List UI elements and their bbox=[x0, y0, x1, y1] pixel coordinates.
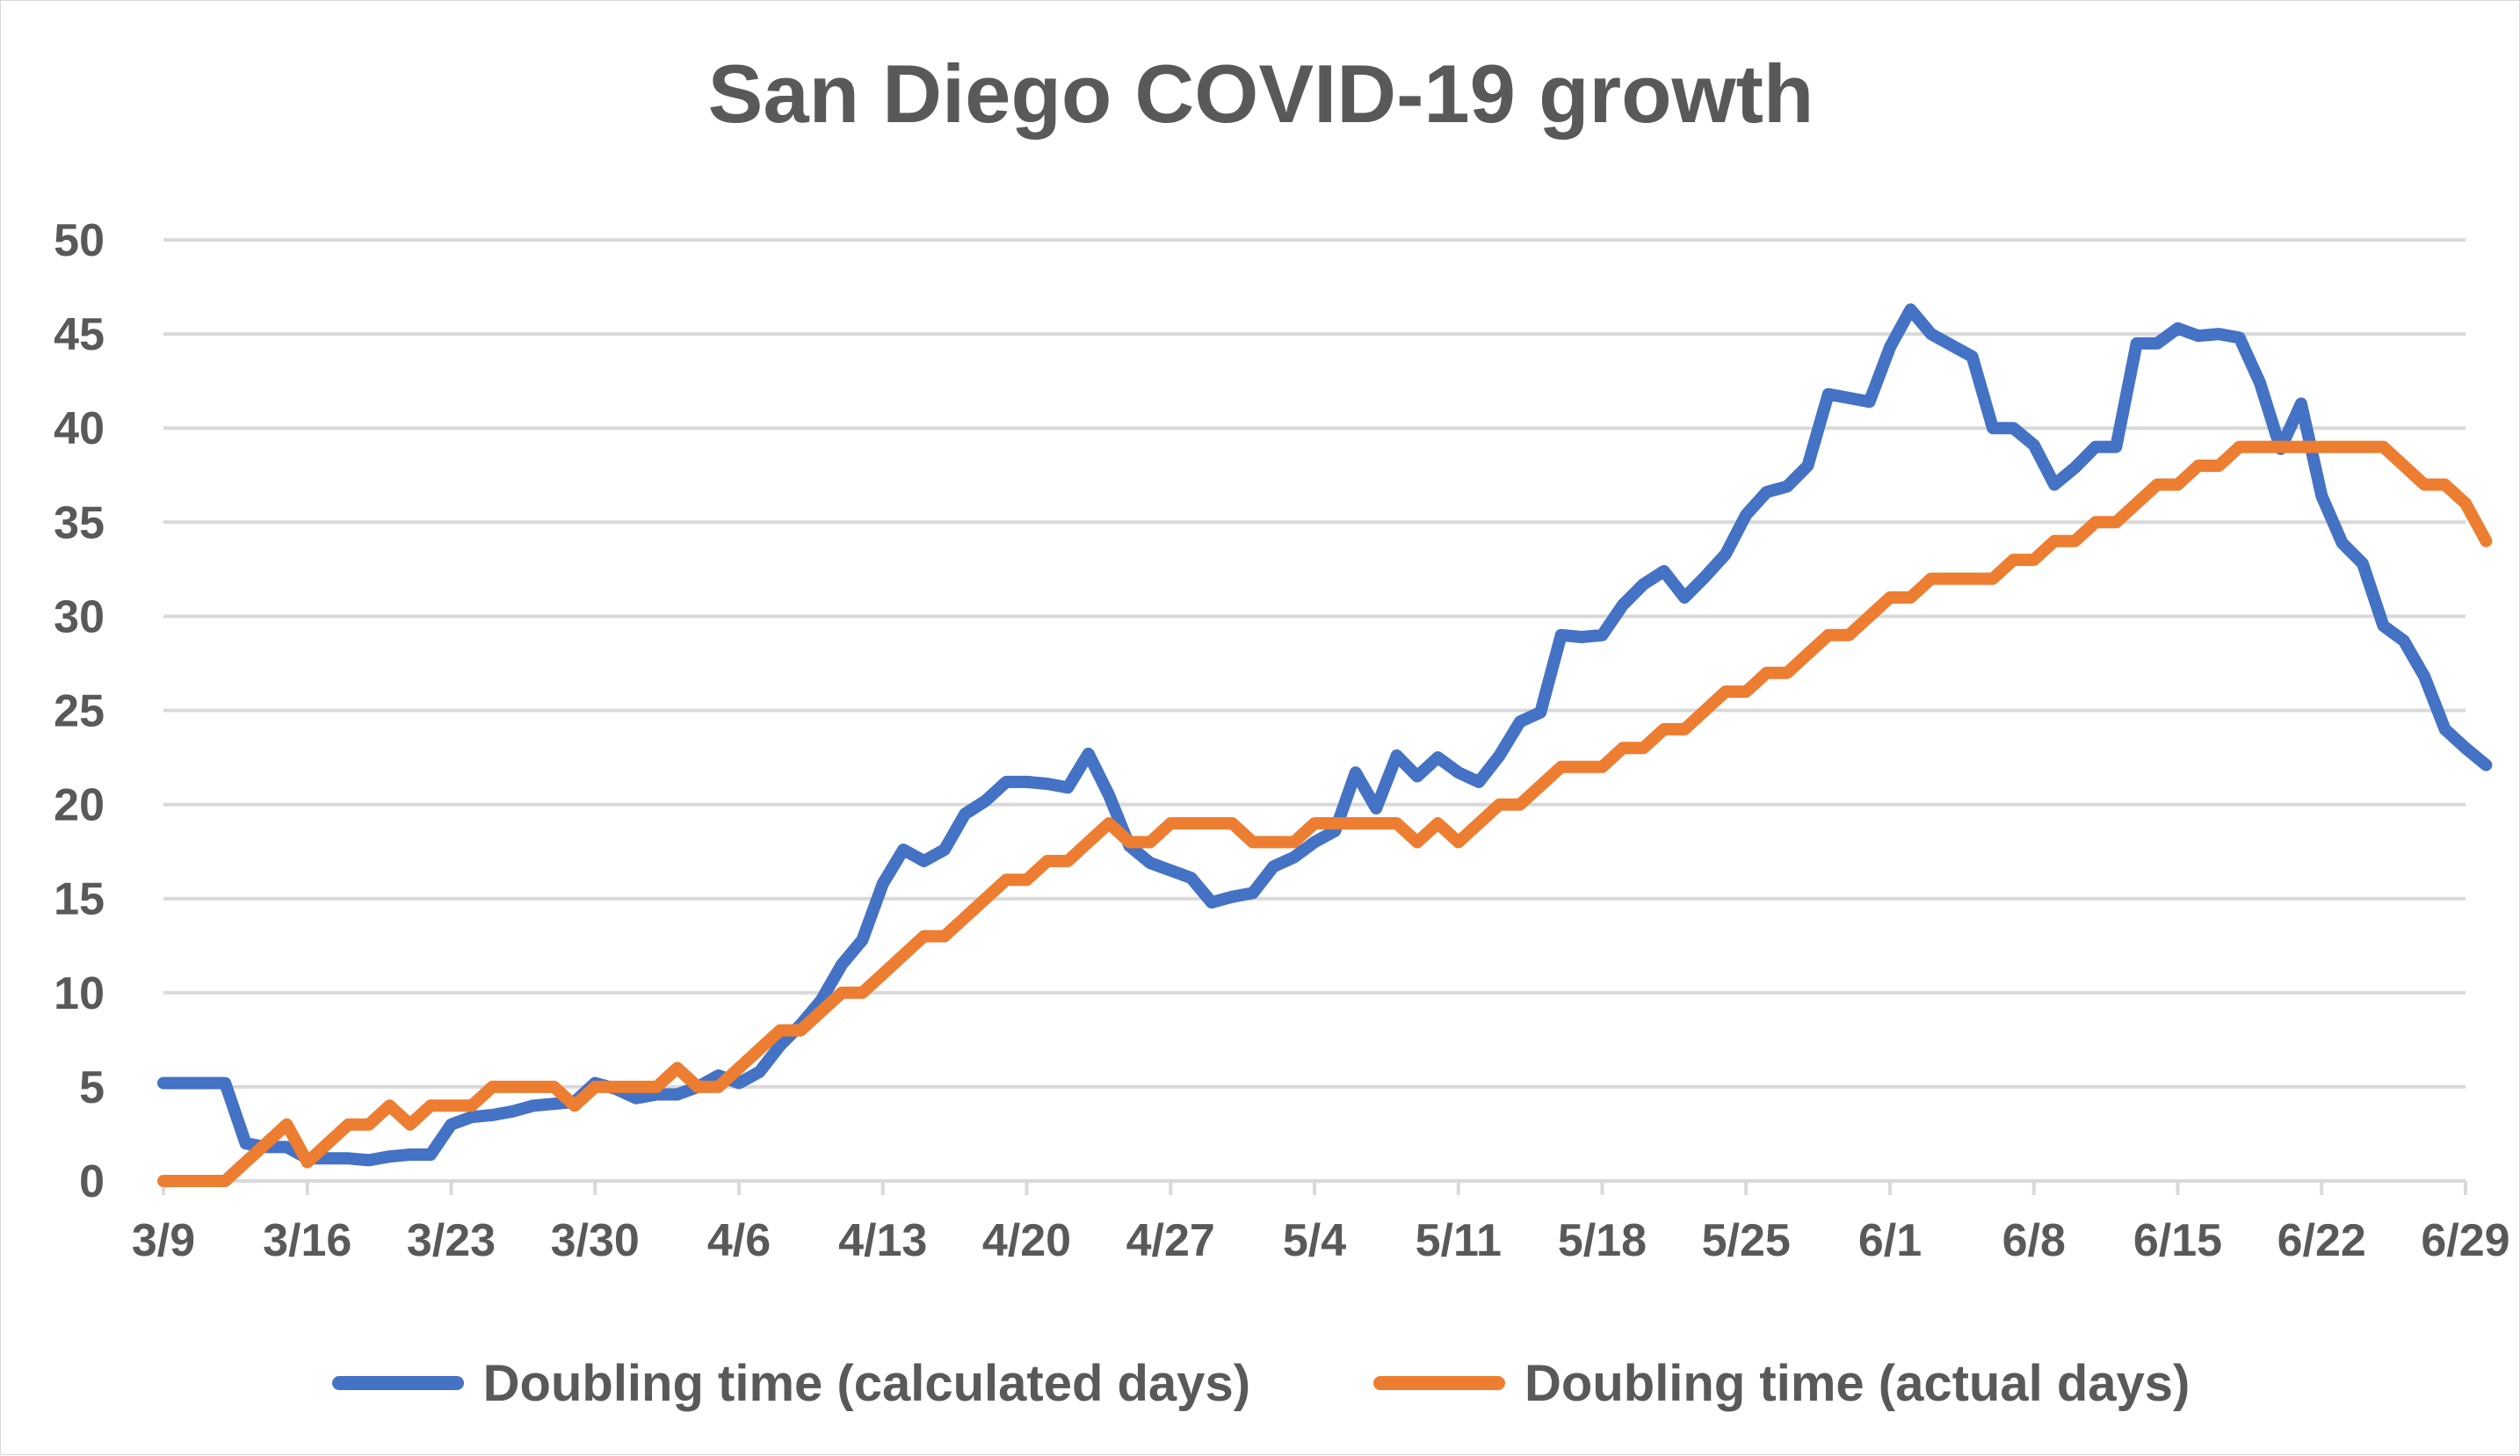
x-tick-label: 4/27 bbox=[1126, 1215, 1215, 1266]
legend-swatch bbox=[1373, 1376, 1506, 1390]
x-tick-label: 3/30 bbox=[551, 1215, 640, 1266]
y-tick-label: 40 bbox=[54, 403, 105, 454]
x-tick-label: 5/4 bbox=[1283, 1215, 1346, 1266]
y-tick-label: 25 bbox=[54, 686, 105, 737]
legend-swatch bbox=[331, 1376, 464, 1390]
legend-label: Doubling time (actual days) bbox=[1524, 1354, 2191, 1412]
y-axis-tick-labels: 0 5 10 15 20 25 30 35 40 45 50 bbox=[54, 215, 105, 1207]
x-tick-label: 5/25 bbox=[1702, 1215, 1791, 1266]
x-axis-tick-labels: 3/9 3/16 3/23 3/30 4/6 4/13 4/20 4/27 5/4 5/11 5/1… bbox=[132, 1215, 2510, 1266]
y-tick-label: 35 bbox=[54, 497, 105, 548]
x-tick-label: 3/23 bbox=[407, 1215, 496, 1266]
x-tick-label: 6/15 bbox=[2133, 1215, 2222, 1266]
y-tick-label: 0 bbox=[79, 1156, 105, 1207]
y-tick-label: 45 bbox=[54, 309, 105, 360]
legend-item: Doubling time (calculated days) bbox=[331, 1354, 1251, 1413]
y-tick-label: 30 bbox=[54, 591, 105, 642]
x-tick-label: 3/9 bbox=[132, 1215, 195, 1266]
series-line-1 bbox=[157, 303, 2493, 1167]
x-tick-label: 4/13 bbox=[838, 1215, 927, 1266]
x-tick-label: 4/20 bbox=[982, 1215, 1071, 1266]
series-lines bbox=[157, 303, 2493, 1187]
x-axis bbox=[162, 1179, 2467, 1195]
series-line-2 bbox=[157, 440, 2493, 1187]
y-tick-label: 5 bbox=[79, 1062, 105, 1113]
x-tick-label: 6/8 bbox=[2002, 1215, 2066, 1266]
legend-label: Doubling time (calculated days) bbox=[482, 1354, 1251, 1412]
y-tick-label: 10 bbox=[54, 968, 105, 1019]
chart-title: San Diego COVID-19 growth bbox=[707, 47, 1814, 140]
x-tick-label: 5/11 bbox=[1416, 1215, 1502, 1266]
x-tick-label: 3/16 bbox=[263, 1215, 351, 1266]
x-tick-label: 5/18 bbox=[1558, 1215, 1647, 1266]
y-tick-label: 15 bbox=[54, 874, 105, 925]
x-tick-label: 4/6 bbox=[707, 1215, 771, 1266]
x-tick-label: 6/29 bbox=[2421, 1215, 2509, 1266]
x-tick-label: 6/22 bbox=[2277, 1215, 2366, 1266]
y-tick-label: 20 bbox=[54, 780, 105, 831]
x-tick-label: 6/1 bbox=[1858, 1215, 1922, 1266]
legend-item: Doubling time (actual days) bbox=[1373, 1354, 2190, 1413]
y-tick-label: 50 bbox=[54, 215, 105, 266]
gridlines bbox=[163, 238, 2466, 1089]
legend: Doubling time (calculated days) Doubling … bbox=[1, 1344, 2520, 1423]
